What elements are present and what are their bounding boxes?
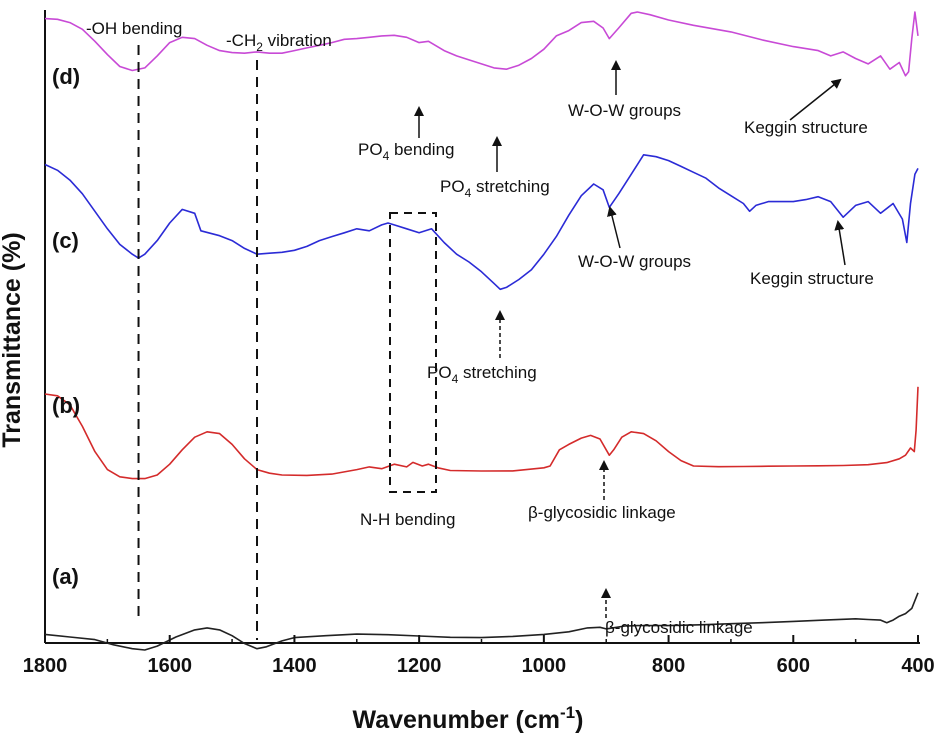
annotation-5: W-O-W groups <box>578 252 691 271</box>
annotation-9-text: β-glycosidic linkage <box>528 503 676 522</box>
annotation-9: β-glycosidic linkage <box>528 503 676 522</box>
curve-label-a: (a) <box>52 564 79 589</box>
annotation-7-sub: 4 <box>452 372 459 386</box>
x-axis-title-sup: -1 <box>560 703 575 722</box>
annotation-6-text: Keggin structure <box>750 269 874 288</box>
nh-bending-box <box>389 212 437 493</box>
annotation-4: PO4 stretching <box>440 177 550 200</box>
annotation-4-suffix: stretching <box>471 177 549 196</box>
ref-label-oh-bending-text: -OH bending <box>86 19 182 38</box>
annotation-3-sub: 4 <box>383 149 390 163</box>
annotation-10: β-glycosidic linkage <box>605 618 753 637</box>
ref-label-ch2-vibration: -CH2 vibration <box>226 31 332 54</box>
plot-frame <box>44 10 920 644</box>
series-layer <box>44 11 919 651</box>
x-axis-title: Wavenumber (cm-1) <box>353 703 584 734</box>
annotation-10-text: β-glycosidic linkage <box>605 618 753 637</box>
ref-label-ch2-vibration-sub: 2 <box>256 40 263 54</box>
annotation-arrows <box>414 60 846 618</box>
annotation-4-sub: 4 <box>465 186 472 200</box>
series-line-a <box>44 592 919 651</box>
annotation-3-suffix: bending <box>389 140 454 159</box>
y-axis-title: Transmittance (%) <box>0 232 26 447</box>
x-tick-label-800: 800 <box>652 655 685 677</box>
x-tick-label-400: 400 <box>901 655 934 677</box>
x-axis-title-close: ) <box>575 706 583 734</box>
x-tick-label-600: 600 <box>777 655 810 677</box>
reference-lines <box>137 45 259 640</box>
annotation-7-text: PO <box>427 363 452 382</box>
annotation-8-text: N-H bending <box>360 510 455 529</box>
series-line-d <box>44 11 919 77</box>
annotation-7-suffix: stretching <box>458 363 536 382</box>
annotation-arrow-6 <box>834 220 846 266</box>
x-tick-label-1200: 1200 <box>397 655 442 677</box>
x-tick-label-1800: 1800 <box>23 655 68 677</box>
annotation-8: N-H bending <box>360 510 455 529</box>
curve-label-b: (b) <box>52 393 80 418</box>
ref-label-ch2-vibration-text: -CH <box>226 31 256 50</box>
annotation-arrow-2 <box>789 78 842 121</box>
annotation-2-text: Keggin structure <box>744 118 868 137</box>
annotation-5-text: W-O-W groups <box>578 252 691 271</box>
annotation-arrow-5 <box>607 206 621 249</box>
annotation-1: W-O-W groups <box>568 101 681 120</box>
annotation-1-text: W-O-W groups <box>568 101 681 120</box>
annotation-2: Keggin structure <box>744 118 868 137</box>
annotation-3-text: PO <box>358 140 383 159</box>
x-axis-title-main: Wavenumber (cm <box>353 706 560 734</box>
curve-label-d: (d) <box>52 64 80 89</box>
series-line-b <box>44 386 919 480</box>
annotation-3: PO4 bending <box>358 140 454 163</box>
x-tick-label-1400: 1400 <box>272 655 317 677</box>
x-tick-label-1000: 1000 <box>522 655 567 677</box>
annotation-labels: -OH bending -CH2 vibration W-O-W groups Keg… <box>86 19 874 637</box>
annotation-4-text: PO <box>440 177 465 196</box>
series-line-c <box>44 154 919 291</box>
ref-label-oh-bending: -OH bending <box>86 19 182 38</box>
annotation-6: Keggin structure <box>750 269 874 288</box>
annotation-7: PO4 stretching <box>427 363 537 386</box>
x-tick-label-1600: 1600 <box>147 655 192 677</box>
curve-labels: (a) (b) (c) (d) <box>52 64 80 589</box>
ref-label-ch2-vibration-suffix: vibration <box>263 31 332 50</box>
curve-label-c: (c) <box>52 228 79 253</box>
x-axis-ticks: 1800 1600 1400 1200 1000 800 600 400 <box>23 635 935 677</box>
